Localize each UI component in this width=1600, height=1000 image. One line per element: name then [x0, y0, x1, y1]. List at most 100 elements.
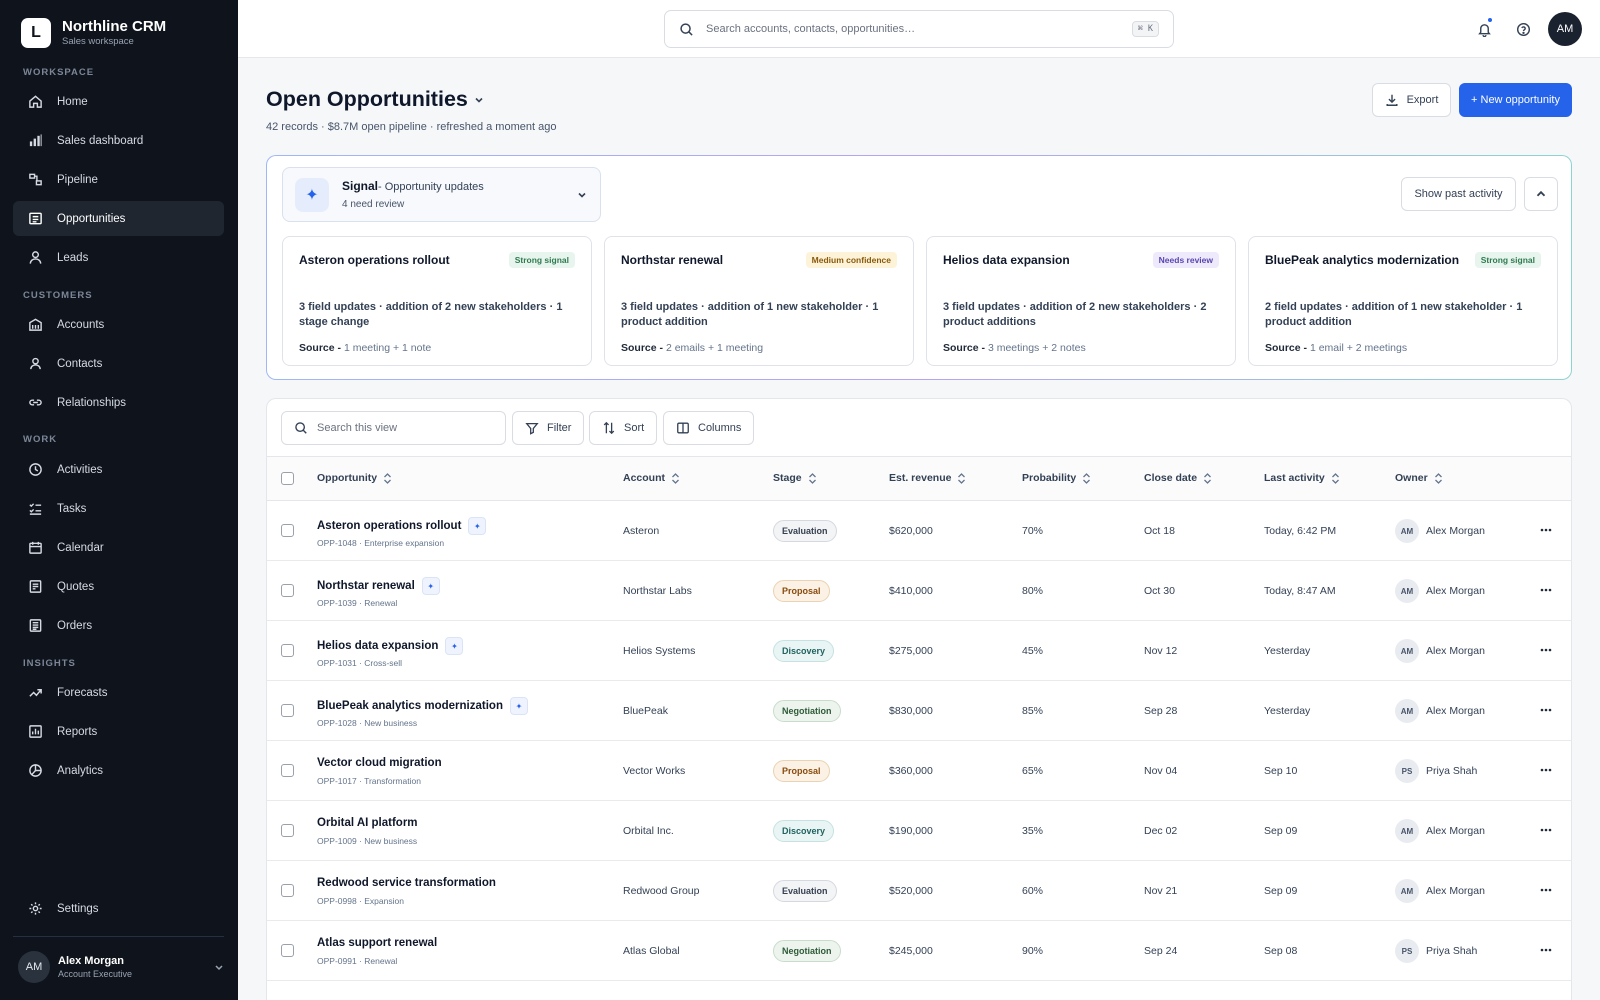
sidebar-item-reports[interactable]: Reports: [13, 714, 224, 749]
collapse-button[interactable]: [1524, 177, 1558, 211]
avatar[interactable]: AM: [1548, 12, 1582, 46]
notifications-button[interactable]: [1474, 17, 1494, 39]
sparkle-icon[interactable]: ✦: [445, 637, 464, 655]
sparkle-icon[interactable]: ✦: [509, 697, 528, 715]
probability-cell: 65%: [1022, 765, 1044, 777]
opportunity-name[interactable]: Northstar renewal: [317, 580, 415, 592]
column-header-account[interactable]: Account: [623, 472, 680, 484]
sidebar-item-orders[interactable]: Orders: [13, 608, 224, 643]
user-menu[interactable]: AM Alex Morgan Account Executive: [18, 950, 224, 984]
sidebar-item-leads[interactable]: Leads: [13, 240, 224, 275]
chevron-down-icon: [578, 192, 586, 198]
signal-selector[interactable]: ✦ Signal- Opportunity updates 4 need rev…: [282, 167, 601, 222]
search-icon: [680, 22, 693, 36]
column-header-stage[interactable]: Stage: [773, 472, 817, 484]
sidebar-item-quotes[interactable]: Quotes: [13, 569, 224, 604]
opportunity-name[interactable]: Vector cloud migration: [317, 757, 442, 769]
opportunity-name[interactable]: Helios data expansion: [317, 640, 439, 652]
brand[interactable]: L Northline CRM Sales workspace: [21, 18, 166, 48]
brand-logo: L: [21, 18, 51, 48]
avatar: AM: [1395, 519, 1419, 543]
trend-icon: [29, 688, 42, 697]
sidebar-item-tasks[interactable]: Tasks: [13, 491, 224, 526]
signal-count: 4 need review: [342, 198, 405, 210]
signal-card[interactable]: Northstar renewal Medium confidence 3 fi…: [604, 236, 914, 366]
sidebar-item-settings[interactable]: Settings: [13, 891, 224, 926]
column-header-owner[interactable]: Owner: [1395, 472, 1443, 484]
sidebar-item-contacts[interactable]: Contacts: [13, 346, 224, 381]
signal-card[interactable]: BluePeak analytics modernization Strong …: [1248, 236, 1558, 366]
sort-arrows-icon: [958, 472, 966, 484]
global-search-input[interactable]: [706, 23, 1132, 35]
sparkle-icon[interactable]: ✦: [421, 577, 440, 595]
row-checkbox[interactable]: [281, 644, 294, 657]
more-icon[interactable]: [1539, 645, 1553, 655]
app-name: Northline CRM: [62, 18, 167, 35]
row-checkbox[interactable]: [281, 524, 294, 537]
more-icon[interactable]: [1539, 825, 1553, 835]
opportunity-name[interactable]: Orbital AI platform: [317, 817, 418, 829]
select-all-checkbox[interactable]: [281, 472, 294, 485]
row-checkbox[interactable]: [281, 764, 294, 777]
column-header-opportunity[interactable]: Opportunity: [317, 472, 392, 484]
more-icon[interactable]: [1539, 885, 1553, 895]
signal-card[interactable]: Helios data expansion Needs review 3 fie…: [926, 236, 1236, 366]
more-icon[interactable]: [1539, 945, 1553, 955]
filter-button[interactable]: Filter: [512, 411, 585, 445]
opportunity-name[interactable]: Asteron operations rollout: [317, 520, 462, 532]
more-icon[interactable]: [1539, 765, 1553, 775]
opportunity-name[interactable]: Redwood service transformation: [317, 877, 496, 889]
opportunity-name[interactable]: Atlas support renewal: [317, 937, 438, 949]
help-button[interactable]: [1513, 19, 1533, 39]
sidebar-item-sales-dashboard[interactable]: Sales dashboard: [13, 123, 224, 158]
column-header-close-date[interactable]: Close date: [1144, 472, 1212, 484]
document-icon: [29, 580, 42, 593]
table-row[interactable]: Asteron operations rollout ✦ OPP-1048 · E…: [267, 501, 1571, 561]
table-row[interactable]: Atlas support renewal OPP-0991 · Renewal…: [267, 921, 1571, 981]
signal-card[interactable]: Asteron operations rollout Strong signal…: [282, 236, 592, 366]
sort-button[interactable]: Sort: [589, 411, 658, 445]
table-row[interactable]: Orbital AI platform OPP-1009 · New busin…: [267, 801, 1571, 861]
sidebar-item-calendar[interactable]: Calendar: [13, 530, 224, 565]
sidebar-item-home[interactable]: Home: [13, 84, 224, 119]
calendar-icon: [29, 541, 42, 554]
table-row[interactable]: BluePeak analytics modernization ✦ OPP-10…: [267, 681, 1571, 741]
column-header-last-activity[interactable]: Last activity: [1264, 472, 1340, 484]
row-checkbox[interactable]: [281, 824, 294, 837]
sidebar-item-activities[interactable]: Activities: [13, 452, 224, 487]
new-opportunity-button[interactable]: + New opportunity: [1459, 83, 1572, 117]
page-subtitle: 42 records · $8.7M open pipeline · refre…: [266, 121, 557, 133]
column-header-probability[interactable]: Probability: [1022, 472, 1091, 484]
source-value: 2 emails + 1 meeting: [665, 342, 764, 354]
table-row[interactable]: Vector cloud migration OPP-1017 · Transf…: [267, 741, 1571, 801]
row-checkbox[interactable]: [281, 584, 294, 597]
sidebar-item-relationships[interactable]: Relationships: [13, 385, 224, 420]
view-search-input[interactable]: [317, 422, 493, 434]
more-icon[interactable]: [1539, 525, 1553, 535]
row-checkbox[interactable]: [281, 884, 294, 897]
sidebar-item-opportunities[interactable]: Opportunities: [13, 201, 224, 236]
sparkle-icon[interactable]: ✦: [468, 517, 487, 535]
table-row[interactable]: Helios data expansion ✦ OPP-1031 · Cross-…: [267, 621, 1571, 681]
signal-card-title: Northstar renewal: [621, 253, 724, 267]
stage-badge: Evaluation: [773, 880, 837, 902]
global-search[interactable]: ⌘ K: [664, 10, 1174, 48]
columns-button[interactable]: Columns: [663, 411, 755, 445]
chevron-down-icon[interactable]: [472, 93, 486, 107]
column-header-revenue[interactable]: Est. revenue: [889, 472, 966, 484]
row-checkbox[interactable]: [281, 704, 294, 717]
export-button[interactable]: Export: [1372, 83, 1451, 117]
view-search[interactable]: [281, 411, 506, 445]
table-row[interactable]: Northstar renewal ✦ OPP-1039 · Renewal No…: [267, 561, 1571, 621]
sidebar-item-analytics[interactable]: Analytics: [13, 753, 224, 788]
source-value: 1 meeting + 1 note: [343, 342, 432, 354]
sidebar-item-forecasts[interactable]: Forecasts: [13, 675, 224, 710]
opportunity-name[interactable]: BluePeak analytics modernization: [317, 700, 503, 712]
row-checkbox[interactable]: [281, 944, 294, 957]
sidebar-item-pipeline[interactable]: Pipeline: [13, 162, 224, 197]
table-row[interactable]: Redwood service transformation OPP-0998 …: [267, 861, 1571, 921]
more-icon[interactable]: [1539, 705, 1553, 715]
show-past-activity-button[interactable]: Show past activity: [1401, 177, 1516, 211]
more-icon[interactable]: [1539, 585, 1553, 595]
sidebar-item-accounts[interactable]: Accounts: [13, 307, 224, 342]
